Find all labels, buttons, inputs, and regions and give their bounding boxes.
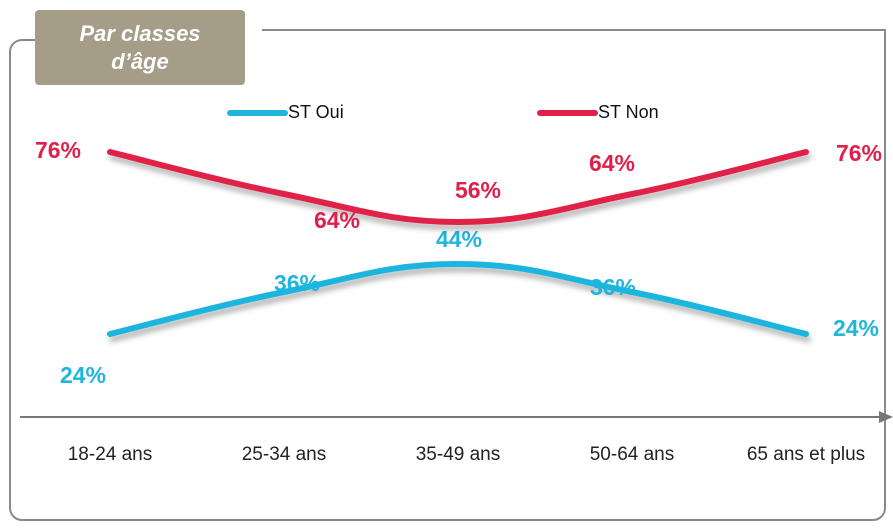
data-label: 64% [314,207,360,233]
data-label: 24% [833,315,879,341]
legend-label: ST Non [598,102,659,122]
series-line [107,260,809,337]
x-tick-label: 25-34 ans [242,444,327,465]
data-label: 56% [455,177,501,203]
x-tick-label: 65 ans et plus [747,444,865,465]
x-tick-label: 50-64 ans [590,444,675,465]
data-label: 76% [836,140,882,166]
data-label: 76% [35,137,81,163]
data-label: 36% [590,274,636,300]
series-line [107,149,809,226]
frame [9,29,886,521]
x-tick-label: 35-49 ans [416,444,501,465]
chart-title: Par classes d’âge [35,10,245,85]
data-label: 36% [274,270,320,296]
x-axis-arrow [879,411,893,423]
x-tick-label: 18-24 ans [68,444,153,465]
data-label: 24% [60,362,106,388]
legend-label: ST Oui [288,102,344,122]
data-label: 64% [589,150,635,176]
data-label: 44% [436,226,482,252]
